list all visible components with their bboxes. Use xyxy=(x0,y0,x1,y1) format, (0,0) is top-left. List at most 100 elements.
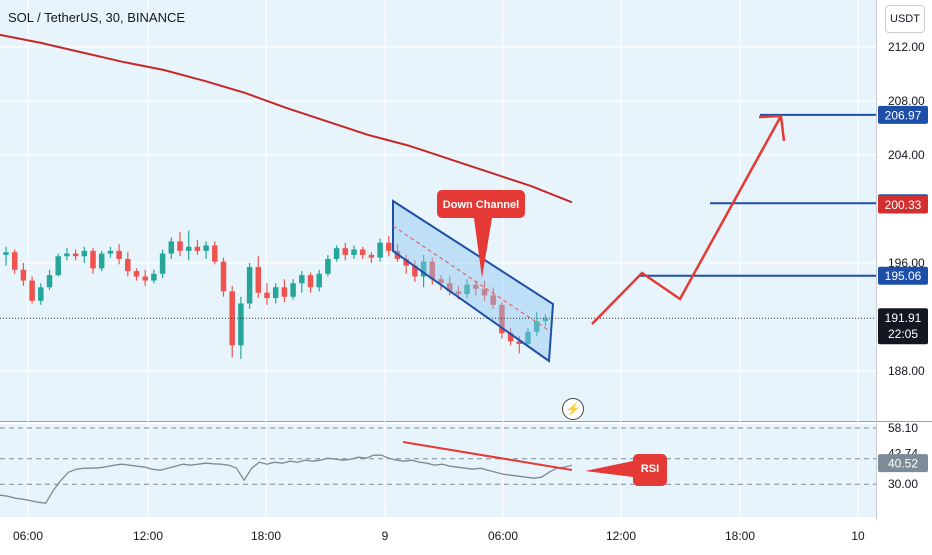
x-tick-label: 06:00 xyxy=(13,529,43,543)
candle-body xyxy=(203,245,209,251)
x-tick-label: 12:00 xyxy=(133,529,163,543)
candle-body xyxy=(359,249,366,255)
current-price-label: 191.91 xyxy=(885,311,922,325)
candle-body xyxy=(151,273,157,281)
rsi-value-badge xyxy=(878,454,928,473)
chart-title: SOL / TetherUS, 30, BINANCE xyxy=(8,10,186,25)
candle-body xyxy=(429,261,436,280)
candle-body xyxy=(81,250,88,257)
candle-body xyxy=(107,250,114,254)
x-tick-label: 10 xyxy=(851,529,865,543)
price-badge-blue xyxy=(878,266,928,285)
price-badge-label: 195.06 xyxy=(885,269,922,283)
projection-arrowhead xyxy=(758,114,786,142)
candle-body xyxy=(490,295,496,305)
candle-body xyxy=(229,291,235,346)
candle-body xyxy=(116,250,122,259)
candle-body xyxy=(507,333,514,342)
candle-body xyxy=(264,292,270,299)
x-tick-label: 18:00 xyxy=(251,529,281,543)
candle-body xyxy=(38,287,44,301)
candle-body xyxy=(516,341,523,344)
candle-body xyxy=(133,271,140,277)
price-tick-label: 208.00 xyxy=(888,94,925,108)
down-channel xyxy=(392,199,555,363)
price-tick-label: 212.00 xyxy=(888,40,925,54)
candle-body xyxy=(177,241,183,251)
candle-body xyxy=(142,276,148,281)
candle-body xyxy=(342,248,349,255)
currency-unit-button[interactable]: USDT xyxy=(885,5,925,33)
rsi-pane-background xyxy=(0,424,876,517)
candle-body xyxy=(420,261,427,277)
x-tick-label: 9 xyxy=(382,529,389,543)
candle-body xyxy=(446,283,453,292)
candle-body xyxy=(307,275,314,288)
candle-body xyxy=(98,253,105,269)
candle-body xyxy=(11,252,18,270)
current-price-badge xyxy=(878,308,928,345)
x-tick-label: 12:00 xyxy=(606,529,636,543)
projection-path xyxy=(591,115,783,325)
candle-body xyxy=(194,246,201,251)
price-tick-label: 196.00 xyxy=(888,256,925,270)
candle-body xyxy=(455,291,462,295)
candle-body xyxy=(368,254,375,258)
candle-body xyxy=(3,252,9,255)
rsi-divergence-line xyxy=(402,441,573,471)
candle-body xyxy=(542,318,549,322)
price-tick-label: 188.00 xyxy=(888,364,925,378)
candle-body xyxy=(438,279,444,284)
candle-body xyxy=(333,248,340,259)
moving-average-line xyxy=(0,33,573,204)
candle-body xyxy=(238,303,244,346)
candle-body xyxy=(299,275,305,284)
rsi-value-label: 40.52 xyxy=(888,457,918,471)
down-channel-callout xyxy=(437,190,525,278)
x-tick-label: 06:00 xyxy=(488,529,518,543)
candle-body xyxy=(290,283,296,297)
candle-body xyxy=(403,258,409,266)
lightning-icon[interactable]: ⚡ xyxy=(562,398,584,420)
candle-body xyxy=(125,258,131,272)
rsi-tick-label: 30.00 xyxy=(888,477,918,491)
candle-body xyxy=(246,267,253,304)
candle-body xyxy=(316,273,322,288)
candle-body xyxy=(168,241,175,254)
candle-body xyxy=(272,287,279,299)
candle-body xyxy=(412,265,418,277)
rsi-callout-label: RSI xyxy=(641,463,659,475)
candle-body xyxy=(90,250,96,269)
price-badge-red xyxy=(878,195,928,214)
channel-midline xyxy=(392,225,552,333)
candle-body xyxy=(325,258,331,274)
candle-body xyxy=(386,242,392,251)
candle-body xyxy=(351,249,357,255)
candle-body xyxy=(377,242,383,258)
candle-countdown-label: 22:05 xyxy=(888,327,918,341)
rsi-tick-label: 58.10 xyxy=(888,421,918,435)
rsi-line xyxy=(0,454,573,504)
candle-body xyxy=(159,253,166,274)
candle-body xyxy=(533,321,540,332)
candle-body xyxy=(464,284,470,295)
rsi-callout xyxy=(585,454,667,486)
price-badge-label: 206.97 xyxy=(885,108,922,122)
candle-body xyxy=(64,253,70,257)
price-tick-label: 204.00 xyxy=(888,148,925,162)
candle-body xyxy=(499,304,505,334)
candle-body xyxy=(185,246,192,251)
price-badge-label: 200.33 xyxy=(885,198,922,212)
candle-body xyxy=(29,280,35,301)
candle-body xyxy=(281,287,288,297)
candle-body xyxy=(220,261,227,292)
candle-body xyxy=(55,256,61,276)
candle-body xyxy=(255,267,262,293)
candle-body xyxy=(525,331,531,344)
candle-body xyxy=(481,288,488,296)
candle-body xyxy=(212,245,218,262)
candle-body xyxy=(20,269,27,281)
down-channel-label: Down Channel xyxy=(443,199,519,211)
x-tick-label: 18:00 xyxy=(725,529,755,543)
